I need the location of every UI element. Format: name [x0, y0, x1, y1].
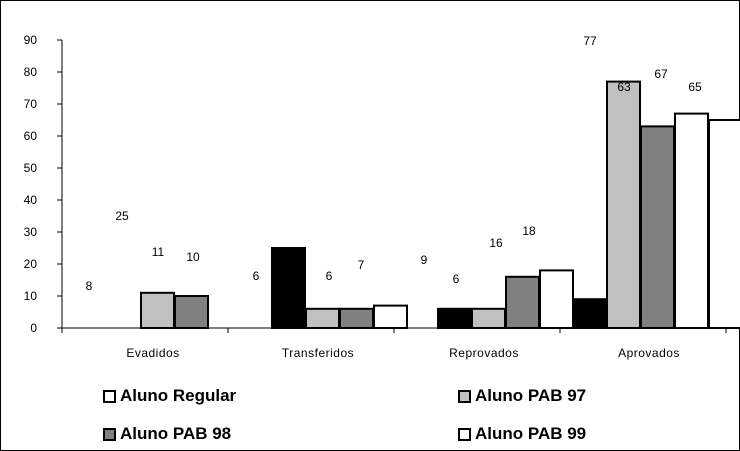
x-category-label-transferidos: Transferidos	[282, 346, 354, 360]
data-label-evadidos-0: 8	[86, 279, 93, 293]
data-label-transferidos-2: 6	[326, 269, 333, 283]
data-label-aprovados-2: 67	[654, 67, 668, 81]
y-tick-label-40: 40	[24, 193, 38, 207]
data-label-evadidos-3: 10	[186, 250, 200, 264]
y-tick-label-30: 30	[24, 225, 38, 239]
bar-reprovados-1	[471, 307, 506, 329]
bar-transferidos-1	[305, 307, 340, 329]
data-label-evadidos-2: 11	[152, 245, 165, 259]
bar-reprovados-2	[505, 275, 540, 329]
data-label-reprovados-0: 9	[421, 253, 428, 267]
bars	[140, 80, 740, 330]
y-tick-label-60: 60	[24, 129, 38, 143]
x-category-label-aprovados: Aprovados	[618, 346, 680, 360]
data-label-aprovados-0: 77	[583, 34, 597, 48]
y-tick-label-50: 50	[24, 161, 38, 175]
x-category-label-evadidos: Evadidos	[126, 346, 179, 360]
y-tick-label-0: 0	[30, 321, 37, 335]
data-label-reprovados-3: 18	[522, 224, 536, 238]
bar-transferidos-0	[271, 247, 306, 329]
bar-reprovados-3	[539, 269, 574, 329]
bar-reprovados-0	[437, 307, 472, 329]
bar-transferidos-2	[339, 307, 374, 329]
data-label-transferidos-0: 6	[253, 269, 260, 283]
bar-aprovados-1	[606, 80, 641, 329]
y-tick-label-70: 70	[24, 97, 38, 111]
y-tick-label-90: 90	[24, 33, 38, 47]
data-label-aprovados-3: 65	[688, 80, 702, 94]
bar-evadidos-1	[140, 291, 175, 329]
bar-aprovados-3	[674, 112, 709, 329]
bar-aprovados-0	[572, 298, 607, 330]
bar-transferidos-3	[373, 304, 408, 330]
bar-aprovados-extra	[708, 119, 740, 329]
axes: 0 10 20 30 40 50 60 70 80 90 Evadidos Transferidos R…	[24, 33, 727, 360]
y-tick-label-20: 20	[24, 257, 38, 271]
data-label-aprovados-1: 63	[617, 80, 631, 94]
data-label-reprovados-2: 16	[489, 236, 503, 250]
bar-aprovados-2	[640, 125, 675, 330]
data-label-transferidos-3: 7	[358, 258, 365, 272]
data-label-transferidos-1: 6	[293, 269, 300, 283]
y-tick-label-80: 80	[24, 65, 38, 79]
bar-evadidos-2	[174, 295, 209, 329]
x-category-label-reprovados: Reprovados	[449, 346, 519, 360]
y-tick-label-10: 10	[24, 289, 38, 303]
data-label-evadidos-1: 25	[115, 209, 129, 223]
data-label-reprovados-1: 6	[453, 272, 460, 286]
